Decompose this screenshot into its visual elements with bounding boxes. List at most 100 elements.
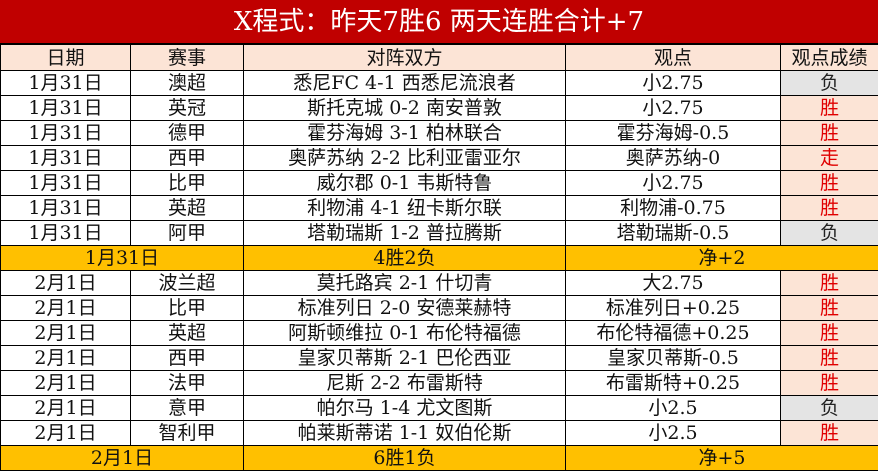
header-date: 日期: [1, 45, 131, 71]
view-cell: 小2.75: [566, 96, 781, 121]
view-cell: 奥萨苏纳-0: [566, 146, 781, 171]
header-result: 观点成绩: [781, 45, 878, 71]
result-cell: 胜: [781, 296, 878, 321]
page-title: X程式：昨天7胜6 两天连胜合计+7: [0, 0, 878, 44]
match-cell: 标准列日 2-0 安德莱赫特: [244, 296, 566, 321]
result-cell: 胜: [781, 121, 878, 146]
summary-record: 6胜1负: [244, 446, 566, 471]
header-row: 日期 赛事 对阵双方 观点 观点成绩: [1, 45, 878, 71]
header-league: 赛事: [131, 45, 244, 71]
view-cell: 布伦特福德+0.25: [566, 321, 781, 346]
summary-date: 1月31日: [1, 246, 244, 271]
match-cell: 阿斯顿维拉 0-1 布伦特福德: [244, 321, 566, 346]
view-cell: 塔勒瑞斯-0.5: [566, 221, 781, 246]
view-cell: 霍芬海姆-0.5: [566, 121, 781, 146]
view-cell: 大2.75: [566, 271, 781, 296]
summary-date: 2月1日: [1, 446, 244, 471]
match-cell: 悉尼FC 4-1 西悉尼流浪者: [244, 71, 566, 96]
league-cell: 阿甲: [131, 221, 244, 246]
match-cell: 尼斯 2-2 布雷斯特: [244, 371, 566, 396]
match-cell: 皇家贝蒂斯 2-1 巴伦西亚: [244, 346, 566, 371]
result-cell: 胜: [781, 271, 878, 296]
view-cell: 小2.75: [566, 171, 781, 196]
league-cell: 比甲: [131, 171, 244, 196]
date-cell: 2月1日: [1, 346, 131, 371]
date-cell: 1月31日: [1, 171, 131, 196]
match-cell: 莫托路宾 2-1 什切青: [244, 271, 566, 296]
view-cell: 皇家贝蒂斯-0.5: [566, 346, 781, 371]
league-cell: 意甲: [131, 396, 244, 421]
view-cell: 小2.75: [566, 71, 781, 96]
date-cell: 1月31日: [1, 196, 131, 221]
result-cell: 胜: [781, 196, 878, 221]
match-cell: 奥萨苏纳 2-2 比利亚雷亚尔: [244, 146, 566, 171]
league-cell: 澳超: [131, 71, 244, 96]
match-cell: 霍芬海姆 3-1 柏林联合: [244, 121, 566, 146]
results-table: 日期 赛事 对阵双方 观点 观点成绩 1月31日澳超悉尼FC 4-1 西悉尼流浪…: [0, 44, 878, 471]
result-cell: 胜: [781, 421, 878, 446]
result-cell: 胜: [781, 96, 878, 121]
match-cell: 塔勒瑞斯 1-2 普拉腾斯: [244, 221, 566, 246]
view-cell: 小2.5: [566, 421, 781, 446]
result-cell: 负: [781, 396, 878, 421]
match-cell: 威尔郡 0-1 韦斯特鲁: [244, 171, 566, 196]
result-cell: 胜: [781, 171, 878, 196]
view-cell: 利物浦-0.75: [566, 196, 781, 221]
date-cell: 2月1日: [1, 371, 131, 396]
league-cell: 西甲: [131, 146, 244, 171]
date-cell: 1月31日: [1, 71, 131, 96]
summary-net: 净+2: [566, 246, 878, 271]
result-cell: 胜: [781, 321, 878, 346]
league-cell: 智利甲: [131, 421, 244, 446]
league-cell: 德甲: [131, 121, 244, 146]
league-cell: 西甲: [131, 346, 244, 371]
match-cell: 利物浦 4-1 纽卡斯尔联: [244, 196, 566, 221]
result-cell: 胜: [781, 346, 878, 371]
view-cell: 布雷斯特+0.25: [566, 371, 781, 396]
match-cell: 帕莱斯蒂诺 1-1 奴伯伦斯: [244, 421, 566, 446]
date-cell: 1月31日: [1, 146, 131, 171]
match-cell: 斯托克城 0-2 南安普敦: [244, 96, 566, 121]
header-view: 观点: [566, 45, 781, 71]
view-cell: 小2.5: [566, 396, 781, 421]
league-cell: 英超: [131, 196, 244, 221]
summary-net: 净+5: [566, 446, 878, 471]
league-cell: 英超: [131, 321, 244, 346]
result-cell: 负: [781, 221, 878, 246]
result-cell: 走: [781, 146, 878, 171]
match-cell: 帕尔马 1-4 尤文图斯: [244, 396, 566, 421]
league-cell: 波兰超: [131, 271, 244, 296]
league-cell: 英冠: [131, 96, 244, 121]
date-cell: 1月31日: [1, 121, 131, 146]
date-cell: 2月1日: [1, 296, 131, 321]
view-cell: 标准列日+0.25: [566, 296, 781, 321]
date-cell: 1月31日: [1, 96, 131, 121]
date-cell: 2月1日: [1, 421, 131, 446]
date-cell: 2月1日: [1, 396, 131, 421]
header-match: 对阵双方: [244, 45, 566, 71]
league-cell: 法甲: [131, 371, 244, 396]
league-cell: 比甲: [131, 296, 244, 321]
summary-record: 4胜2负: [244, 246, 566, 271]
date-cell: 2月1日: [1, 321, 131, 346]
date-cell: 1月31日: [1, 221, 131, 246]
result-cell: 胜: [781, 371, 878, 396]
date-cell: 2月1日: [1, 271, 131, 296]
result-cell: 负: [781, 71, 878, 96]
